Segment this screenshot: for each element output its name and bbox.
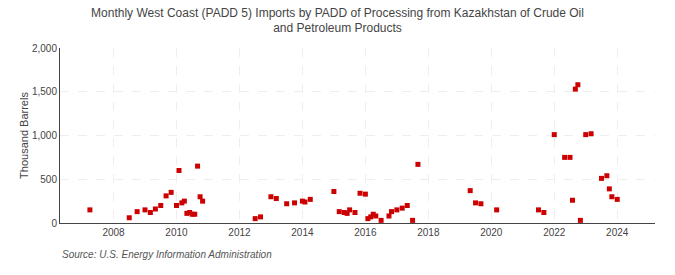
- svg-text:2018: 2018: [417, 227, 440, 238]
- svg-text:Monthly West Coast (PADD 5) Im: Monthly West Coast (PADD 5) Imports by P…: [91, 6, 584, 36]
- svg-text:2,000: 2,000: [32, 43, 57, 54]
- svg-text:2020: 2020: [480, 227, 503, 238]
- svg-text:2014: 2014: [291, 227, 314, 238]
- svg-text:2010: 2010: [165, 227, 188, 238]
- svg-text:1,000: 1,000: [32, 130, 57, 141]
- svg-text:0: 0: [51, 218, 57, 229]
- svg-text:Source: U.S. Energy Informatio: Source: U.S. Energy Information Administ…: [62, 249, 272, 260]
- svg-text:2016: 2016: [354, 227, 377, 238]
- svg-text:1,500: 1,500: [32, 86, 57, 97]
- svg-text:2012: 2012: [228, 227, 251, 238]
- svg-text:2008: 2008: [102, 227, 125, 238]
- svg-text:2022: 2022: [543, 227, 566, 238]
- svg-text:Thousand Barrels: Thousand Barrels: [18, 92, 30, 179]
- svg-text:2024: 2024: [606, 227, 629, 238]
- svg-text:500: 500: [40, 174, 57, 185]
